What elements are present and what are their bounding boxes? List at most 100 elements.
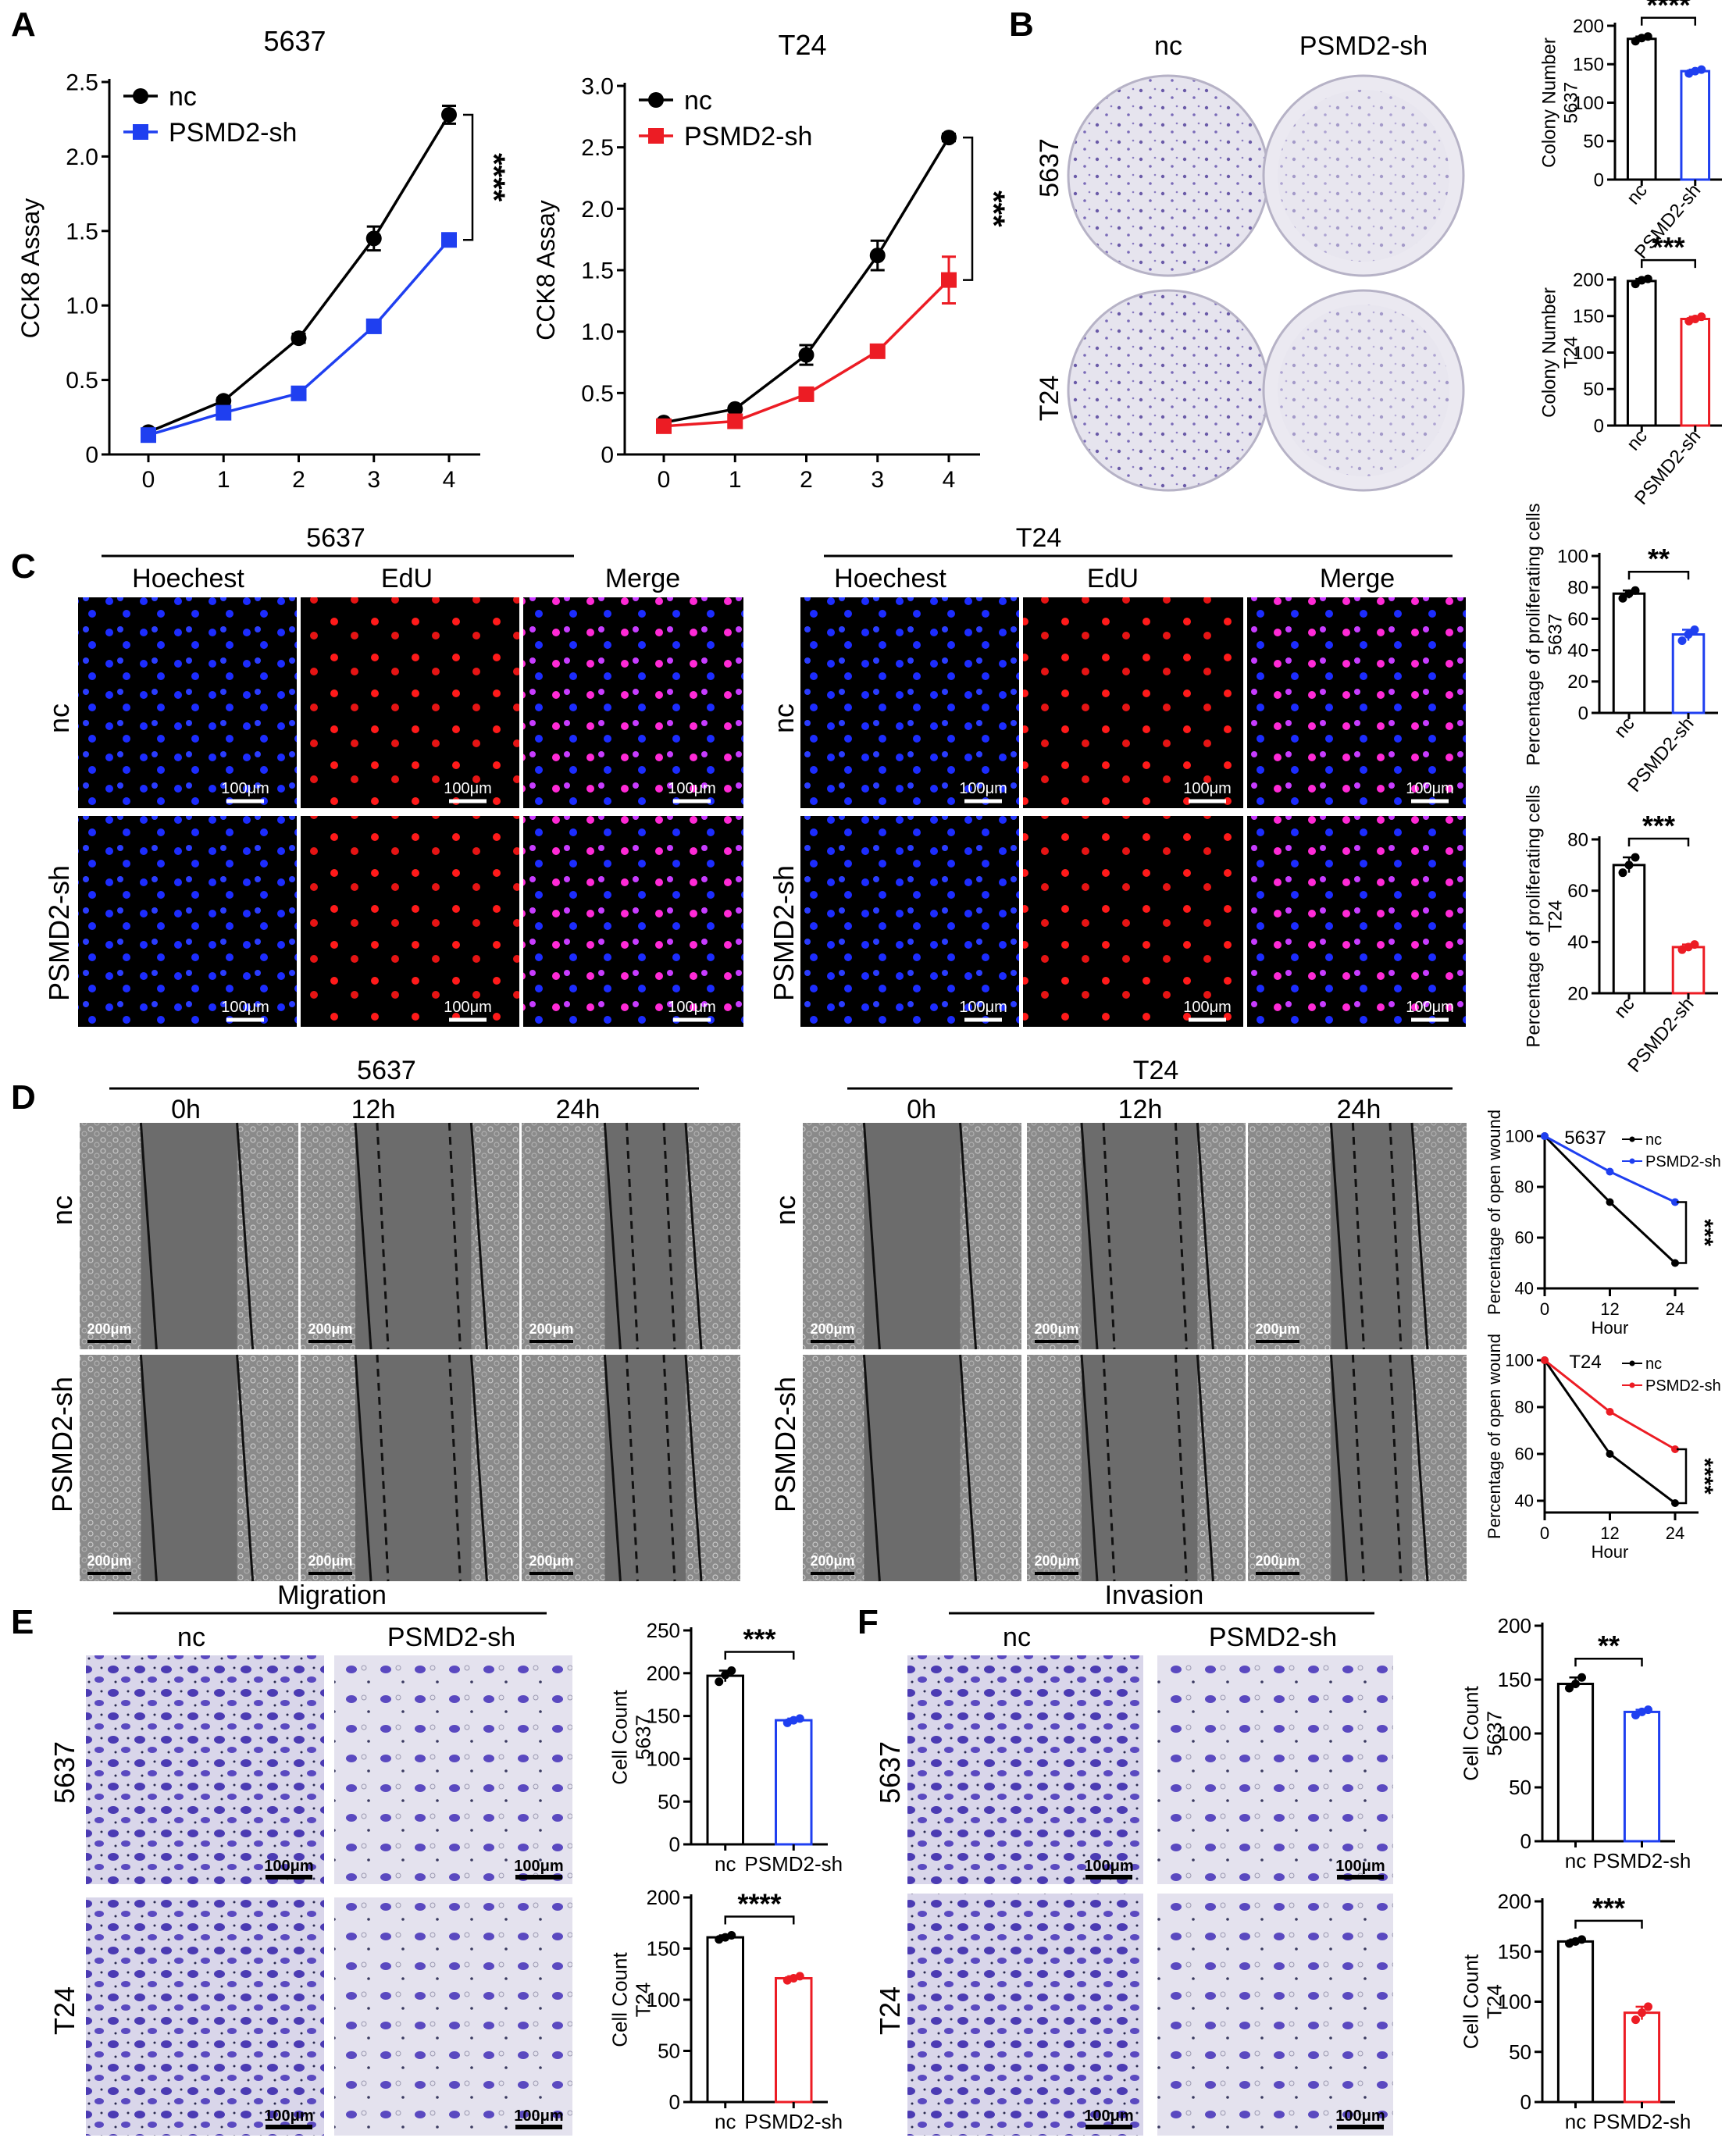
data-point bbox=[441, 232, 457, 248]
y-tick-label: 60 bbox=[1567, 609, 1588, 630]
chart-c1: 0 20 40 60 80 100 Percentage of proliferating … bbox=[1524, 503, 1718, 796]
panel-letter-c: C bbox=[11, 547, 36, 586]
wound-gap bbox=[141, 1355, 237, 1581]
y-tick-label: 40 bbox=[1515, 1279, 1534, 1299]
bar-nc bbox=[706, 1674, 744, 1846]
data-point bbox=[1631, 2015, 1640, 2025]
x-tick-label: 3 bbox=[871, 467, 884, 493]
scale-bar-label: 100μm bbox=[444, 999, 492, 1016]
panel-c-row-sh-left: PSMD2-sh bbox=[43, 865, 75, 1001]
y-tick-label: 0 bbox=[601, 443, 614, 469]
y-tick-label: 40 bbox=[1515, 1491, 1534, 1511]
y-tick-label: 50 bbox=[658, 2040, 680, 2063]
y-tick-label: 50 bbox=[1509, 2040, 1531, 2064]
scale-bar-label: 200μm bbox=[810, 1553, 854, 1569]
wound-edge-line bbox=[862, 1122, 881, 1350]
y-tick-label: 100 bbox=[1498, 1722, 1531, 1745]
scale-bar-label: 100μm bbox=[1084, 1858, 1133, 1875]
bar-nc bbox=[1612, 864, 1646, 995]
wound-edge-line bbox=[236, 1122, 255, 1350]
significance-bracket bbox=[1677, 1448, 1688, 1505]
panel-d-time-0h-right: 0h bbox=[907, 1095, 936, 1124]
microscopy-image-icon bbox=[907, 1894, 1143, 2136]
panel-e-images: Migration nc PSMD2-sh 5637 T24 100μm 100… bbox=[48, 1580, 572, 2136]
x-tick-label: PSMD2-sh bbox=[744, 2110, 843, 2133]
y-tick-label: 100 bbox=[1573, 343, 1604, 364]
x-tick-label: 2 bbox=[800, 467, 813, 493]
significance-bracket bbox=[1641, 258, 1696, 269]
chart-e2: 0 50 100 150 200 Cell Count T24 nc PSMD2-sh **** bbox=[608, 1886, 843, 2133]
panel-d-row-sh-right: PSMD2-sh bbox=[769, 1377, 801, 1512]
significance-stars: **** bbox=[1691, 1458, 1717, 1495]
scale-bar-label: 100μm bbox=[264, 2107, 313, 2125]
wound-edge-line bbox=[469, 1122, 488, 1350]
legend-label: nc bbox=[1645, 1131, 1662, 1149]
panel-f-col-nc: nc bbox=[1003, 1623, 1031, 1652]
y-axis-label: Percentage of proliferating cells bbox=[1524, 785, 1545, 1047]
x-tick-label: 0 bbox=[142, 467, 155, 493]
migration-front-line bbox=[1388, 1122, 1403, 1350]
scale-bar-label: 200μm bbox=[1255, 1321, 1299, 1337]
panel-b-row-label-t24: T24 bbox=[1035, 376, 1064, 422]
wound-edge-line bbox=[354, 1354, 373, 1582]
panel-c-channel-merge-right: Merge bbox=[1320, 564, 1395, 593]
x-tick-label: 4 bbox=[943, 467, 956, 493]
wound-edge-line bbox=[959, 1122, 978, 1350]
data-point bbox=[727, 401, 743, 417]
y-tick-label: 100 bbox=[1505, 1127, 1534, 1146]
y-tick-label: 200 bbox=[647, 1662, 680, 1685]
bar-nc bbox=[1556, 1940, 1595, 2104]
panel-f-title: Invasion bbox=[1105, 1580, 1204, 1610]
data-point bbox=[795, 1972, 804, 1981]
microscopy-image-icon bbox=[334, 1897, 572, 2136]
data-point bbox=[798, 347, 815, 363]
significance-stars: **** bbox=[737, 1887, 781, 1919]
y-tick-label: 100 bbox=[1557, 546, 1588, 567]
wound-edge-line bbox=[603, 1354, 622, 1582]
x-tick-label: 12 bbox=[1600, 1523, 1619, 1543]
panel-e-col-sh: PSMD2-sh bbox=[387, 1623, 515, 1652]
y-tick-label: 0.5 bbox=[581, 381, 614, 407]
panel-c-channel-edu-right: EdU bbox=[1087, 564, 1139, 593]
y-tick-label: 0 bbox=[1520, 1830, 1531, 1853]
x-tick-label: nc bbox=[1623, 426, 1652, 455]
data-point bbox=[1644, 2002, 1652, 2011]
data-point bbox=[1631, 280, 1640, 289]
data-point bbox=[1644, 1705, 1652, 1715]
significance-stars: **** bbox=[1646, 0, 1690, 21]
microscopy-image-icon bbox=[301, 816, 519, 1027]
y-tick-label: 0 bbox=[1594, 169, 1604, 191]
y-axis-label: Cell Count bbox=[608, 1690, 631, 1785]
panel-c-images: 5637 T24 Hoechest EdU Merge Hoechest EdU… bbox=[43, 523, 1466, 1027]
x-tick-label: nc bbox=[1610, 714, 1639, 743]
panel-d-time-24h-right: 24h bbox=[1337, 1095, 1381, 1124]
microscopy-image-icon bbox=[78, 597, 297, 808]
migration-front-line bbox=[376, 1354, 390, 1582]
panel-letter-f: F bbox=[857, 1603, 879, 1641]
data-point bbox=[1690, 625, 1699, 634]
microscopy-image-icon bbox=[301, 597, 519, 808]
data-point bbox=[1697, 312, 1706, 322]
y-axis-label: Percentage of open wound bbox=[1485, 1334, 1504, 1539]
y-tick-label: 0 bbox=[1578, 703, 1588, 724]
data-point bbox=[1671, 1259, 1679, 1267]
series-line-nc bbox=[148, 114, 451, 433]
chart-e1: 0 50 100 150 200 250 Cell Count 5637 nc PSMD2-sh *… bbox=[608, 1619, 843, 1876]
y-axis-label: 5637 bbox=[631, 1715, 654, 1760]
significance-stars: *** bbox=[1691, 1219, 1717, 1246]
bar-nc bbox=[1626, 37, 1657, 181]
panel-letter-b: B bbox=[1009, 5, 1034, 44]
y-tick-label: 60 bbox=[1515, 1445, 1534, 1464]
y-tick-label: 1.5 bbox=[66, 219, 98, 244]
y-axis-label: Cell Count bbox=[608, 1952, 631, 2047]
x-tick-label: 1 bbox=[729, 467, 742, 493]
wound-gap bbox=[355, 1123, 472, 1349]
migration-front-line bbox=[1174, 1122, 1188, 1350]
scale-bar-label: 100μm bbox=[668, 999, 716, 1016]
migration-front-line bbox=[625, 1354, 639, 1582]
x-tick-label: nc bbox=[1565, 1849, 1586, 1872]
migration-front-line bbox=[376, 1122, 390, 1350]
microscopy-image-icon bbox=[800, 816, 1019, 1027]
y-tick-label: 80 bbox=[1515, 1398, 1534, 1417]
